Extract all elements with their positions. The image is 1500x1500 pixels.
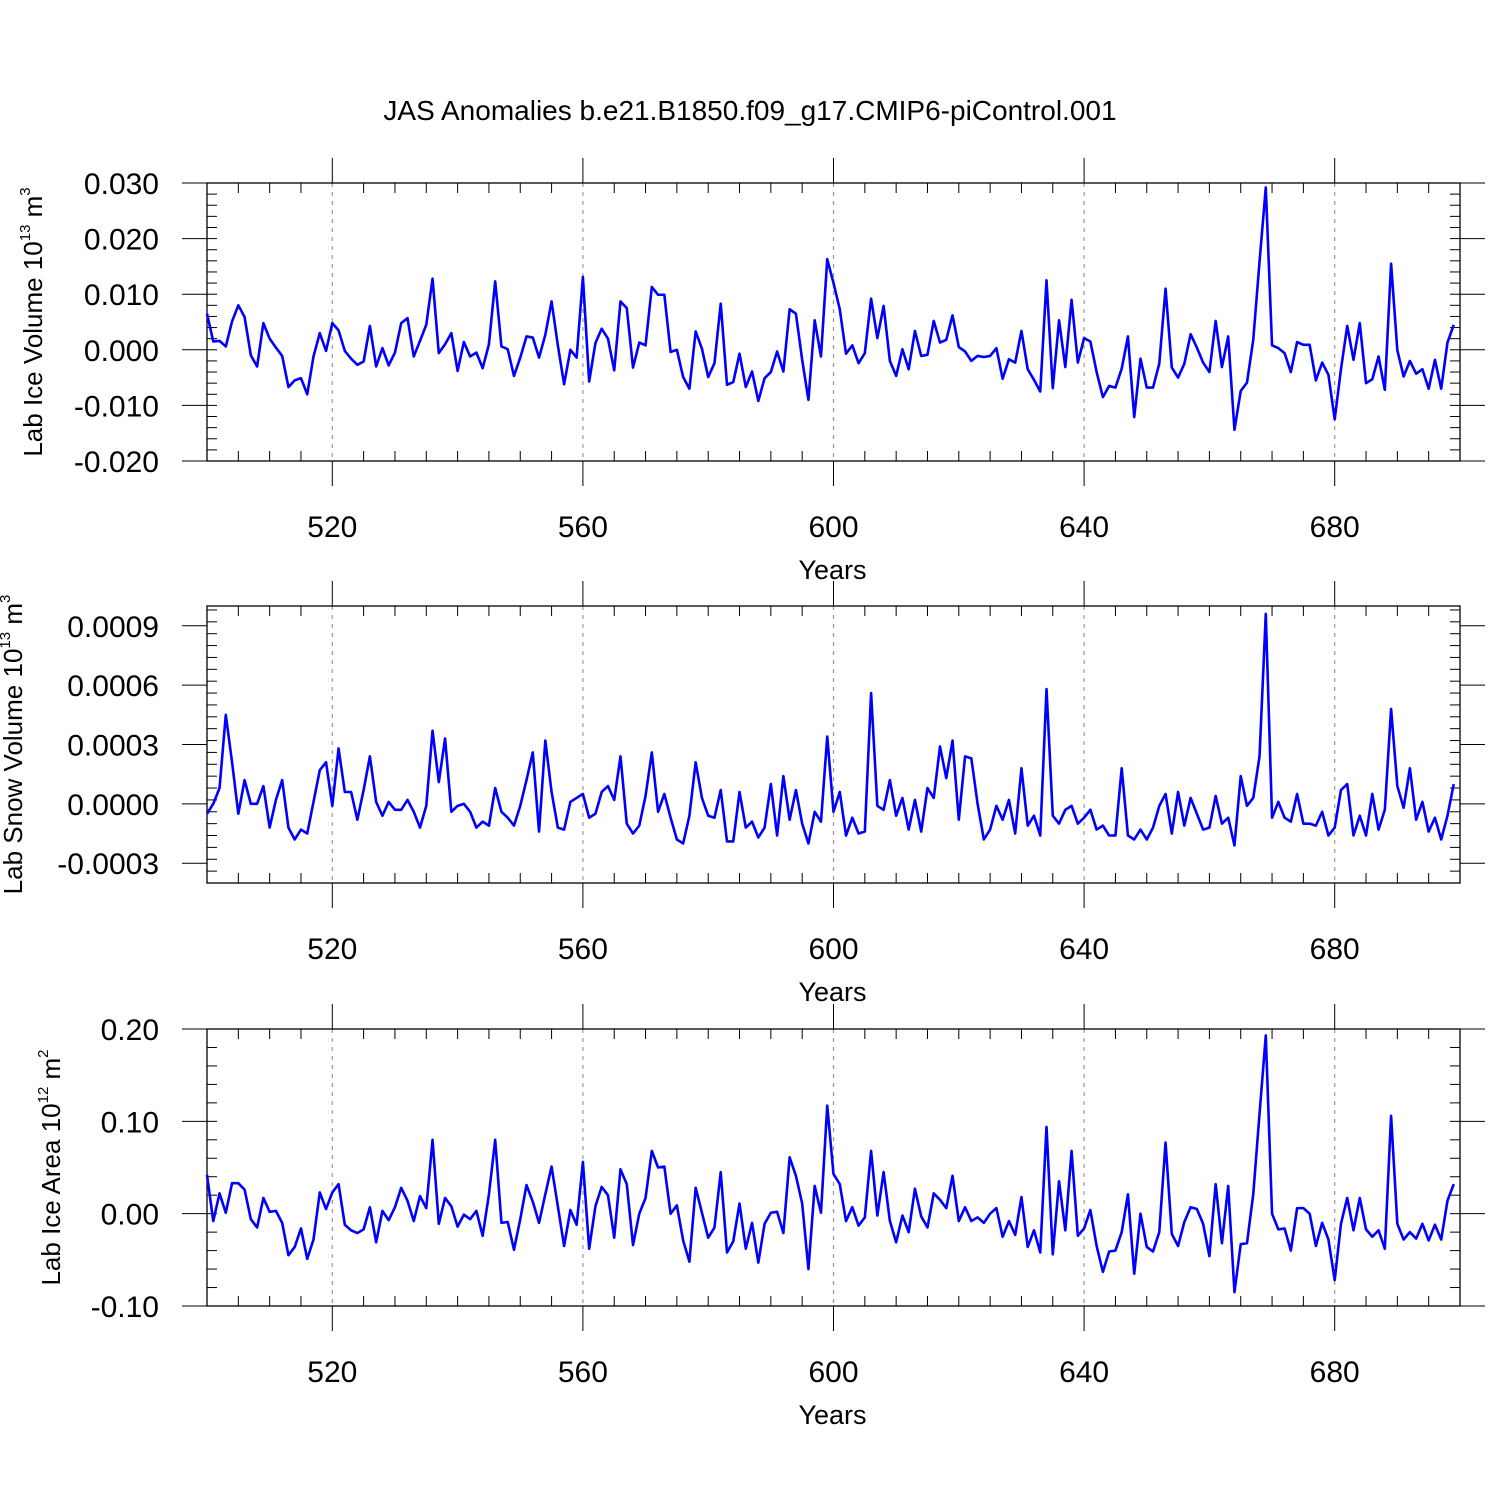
x-tick-label: 560 <box>558 1356 608 1389</box>
x-tick-label: 520 <box>307 1356 357 1389</box>
x-tick-label: 680 <box>1310 933 1360 966</box>
y-axis-label-unit: m <box>0 603 28 632</box>
y-tick-label: 0.0009 <box>67 611 159 644</box>
chart-panels: 520 560 600 640 680 Years -0.020 -0.010 0.000 0.0… <box>0 158 1485 1430</box>
y-tick-label: 0.0006 <box>67 670 159 703</box>
y-axis-label: Lab Snow Volume 1013 m3 <box>0 595 28 895</box>
x-tick-label: 600 <box>808 511 858 544</box>
y-tick-label: 0.0003 <box>67 730 159 763</box>
y-axis-label-text: Lab Ice Area 10 <box>36 1103 66 1285</box>
x-tick-label: 600 <box>808 1356 858 1389</box>
y-axis-label: Lab Ice Area 1012 m2 <box>35 1049 66 1285</box>
figure-title: JAS Anomalies b.e21.B1850.f09_g17.CMIP6-… <box>383 95 1116 126</box>
y-tick-label: -0.10 <box>91 1291 159 1324</box>
x-tick-label: 680 <box>1310 511 1360 544</box>
y-tick-label: 0.00 <box>101 1199 159 1232</box>
y-axis-label-text: Lab Ice Volume 10 <box>18 241 48 456</box>
y-axis-label-unit: m <box>18 196 48 225</box>
y-tick-label: -0.0003 <box>57 848 159 881</box>
y-axis-label-unit-exponent: 3 <box>0 595 14 603</box>
y-tick-label: -0.020 <box>74 446 159 479</box>
x-tick-label: 560 <box>558 933 608 966</box>
y-axis-label-unit-exponent: 3 <box>17 187 34 195</box>
x-tick-label: 520 <box>307 511 357 544</box>
chart-panel-1: 520 560 600 640 680 Years -0.020 -0.010 0.000 0.0… <box>17 158 1485 585</box>
y-tick-label: 0.20 <box>101 1014 159 1047</box>
series-line <box>205 1034 1455 1294</box>
y-tick-label: 0.030 <box>84 168 159 201</box>
chart-panel-2: 520 560 600 640 680 Years -0.0003 0.0000 0.0003 0… <box>0 581 1485 1007</box>
chart-panel-3: 520 560 600 640 680 Years -0.10 0.00 0.10 0.20 Lab… <box>35 1004 1485 1430</box>
x-axis-label: Years <box>798 977 866 1007</box>
x-tick-label: 600 <box>808 933 858 966</box>
x-tick-label: 560 <box>558 511 608 544</box>
series-line <box>205 612 1456 847</box>
x-tick-label: 640 <box>1059 933 1109 966</box>
y-axis-label-exponent: 12 <box>35 1087 52 1104</box>
y-axis-label-exponent: 13 <box>17 225 34 242</box>
x-tick-label: 640 <box>1059 1356 1109 1389</box>
x-tick-label: 520 <box>307 933 357 966</box>
y-tick-label: 0.010 <box>84 279 159 312</box>
x-axis-label: Years <box>798 555 866 585</box>
y-axis-label-unit: m <box>36 1058 66 1087</box>
y-tick-label: -0.010 <box>74 390 159 423</box>
series-line <box>205 186 1455 432</box>
x-axis-label: Years <box>798 1400 866 1430</box>
y-tick-label: 0.000 <box>84 335 159 368</box>
y-axis-label-exponent: 13 <box>0 632 14 649</box>
y-axis-label-text: Lab Snow Volume 10 <box>0 649 28 895</box>
x-tick-label: 680 <box>1310 1356 1360 1389</box>
x-tick-label: 640 <box>1059 511 1109 544</box>
y-tick-label: 0.020 <box>84 224 159 257</box>
y-tick-label: 0.0000 <box>67 789 159 822</box>
y-tick-label: 0.10 <box>101 1106 159 1139</box>
y-axis-label: Lab Ice Volume 1013 m3 <box>17 187 48 456</box>
y-axis-label-unit-exponent: 2 <box>35 1049 52 1057</box>
